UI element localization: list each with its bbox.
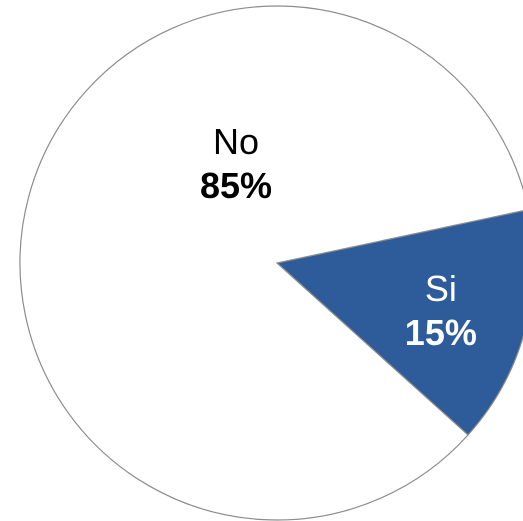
- slice-label-si: Si: [425, 268, 457, 309]
- slices-layer: [19, 5, 523, 521]
- pie-slice-no: [19, 5, 523, 521]
- slice-value-label-no: 85%: [200, 165, 272, 206]
- pie-slice-si: [275, 210, 523, 436]
- slice-label-no: No: [213, 121, 259, 162]
- slice-value-label-si: 15%: [405, 312, 477, 353]
